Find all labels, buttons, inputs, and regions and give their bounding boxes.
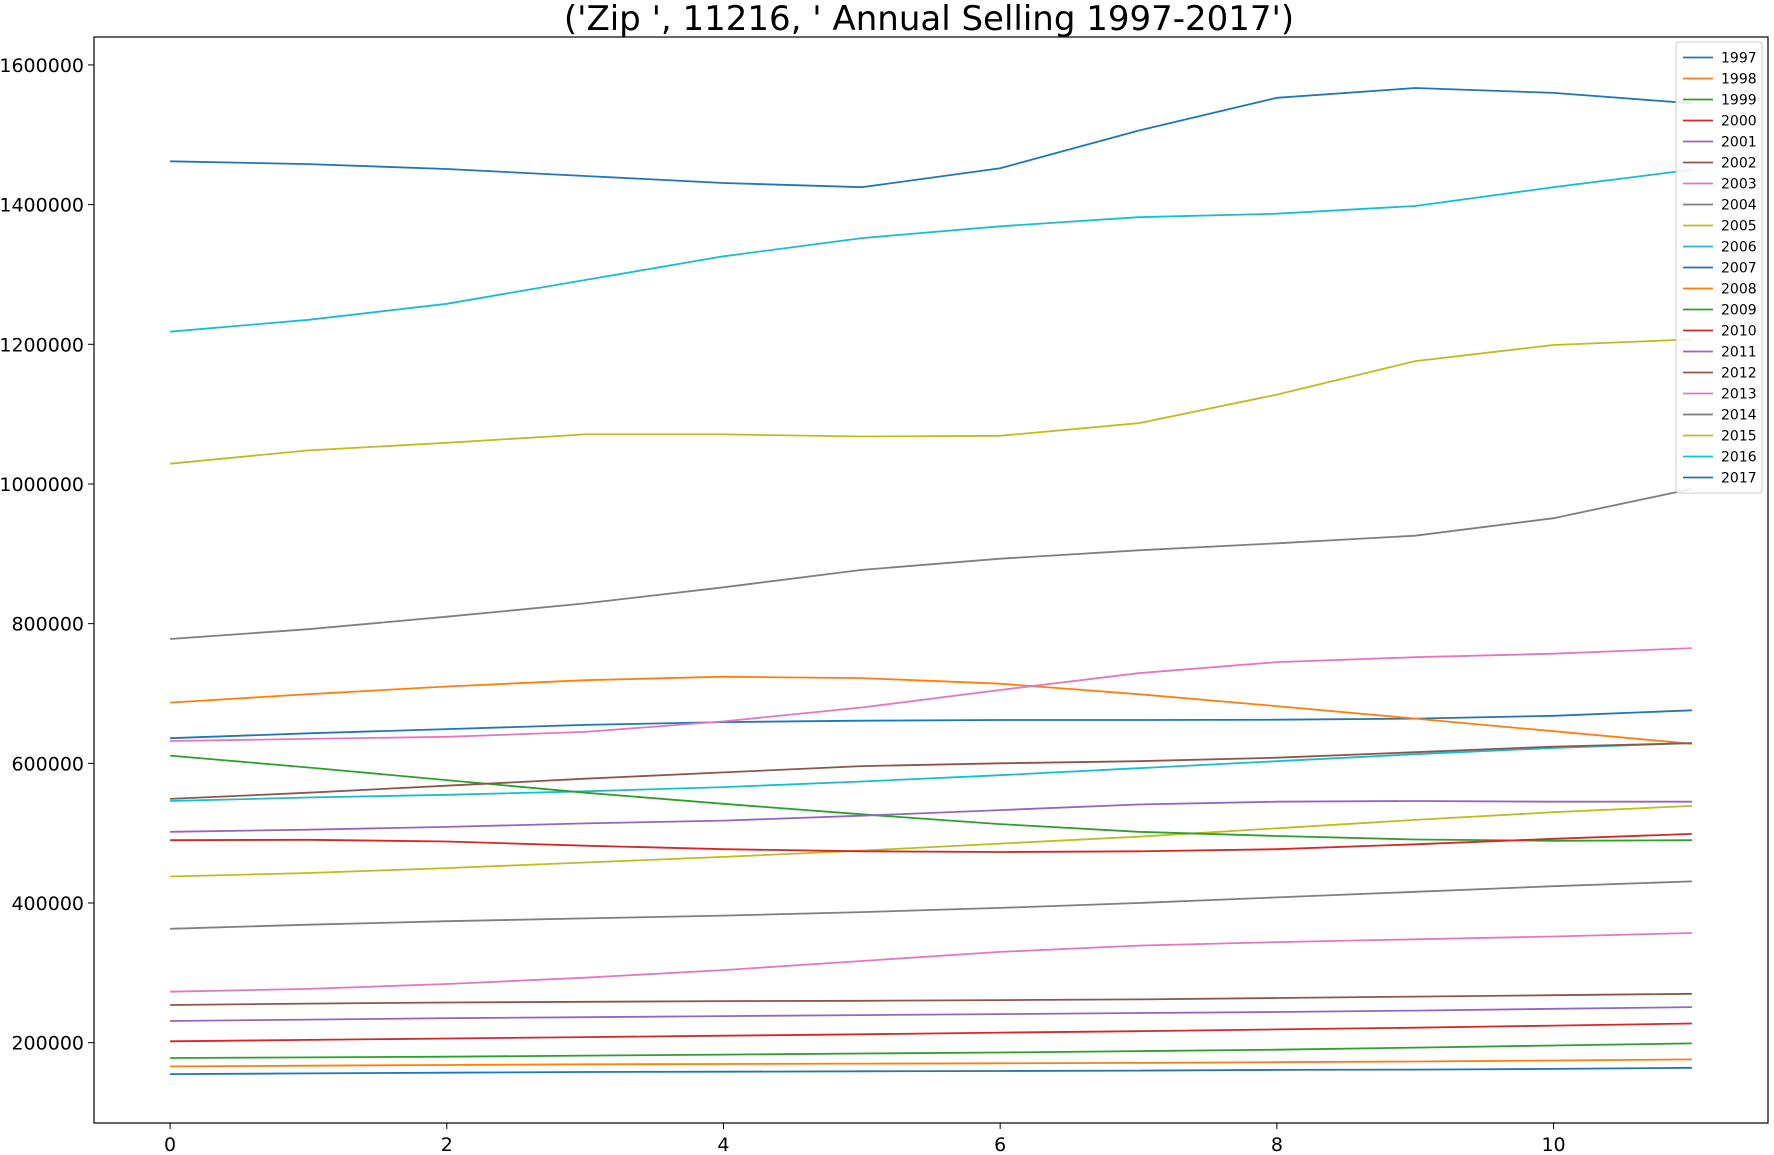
series-line-2003 (170, 932, 1692, 993)
legend-label-2016: 2016 (1721, 450, 1757, 466)
legend-label-2012: 2012 (1721, 366, 1757, 382)
series-line-1999 (170, 1042, 1692, 1059)
chart-title: ('Zip ', 11216, ' Annual Selling 1997-20… (564, 0, 1294, 39)
y-tick-label: 1000000 (0, 474, 84, 496)
legend-label-2004: 2004 (1721, 198, 1757, 214)
x-tick-label: 0 (164, 1134, 176, 1155)
series-line-2009 (170, 754, 1692, 842)
series-line-2010 (170, 833, 1692, 853)
x-axis: 0 2 4 6 8 10 (164, 1123, 1566, 1155)
series-line-2008 (170, 675, 1692, 745)
series-line-2004 (170, 880, 1692, 930)
series-line-1998 (170, 1058, 1692, 1068)
y-tick-label: 800000 (11, 614, 84, 636)
y-tick-label: 200000 (11, 1033, 84, 1055)
series-line-2013 (170, 647, 1692, 742)
legend-label-2007: 2007 (1721, 261, 1757, 277)
x-tick-label: 6 (994, 1134, 1006, 1155)
series-layer (170, 87, 1693, 1075)
series-line-2007 (170, 709, 1692, 740)
legend-label-2013: 2013 (1721, 387, 1757, 403)
legend: 1997 1998 1999 2000 2001 2002 2003 2004 2005 2006… (1675, 41, 1763, 494)
legend-label-2011: 2011 (1721, 345, 1757, 361)
y-tick-label: 600000 (11, 753, 84, 775)
series-line-2017 (170, 87, 1692, 189)
legend-label-2017: 2017 (1721, 471, 1757, 487)
legend-box (1675, 41, 1763, 494)
legend-label-2010: 2010 (1721, 324, 1757, 340)
series-line-2005 (170, 805, 1692, 878)
series-line-2012 (170, 742, 1692, 800)
series-line-2016 (170, 168, 1693, 333)
y-tick-label: 1400000 (0, 195, 84, 217)
legend-label-2000: 2000 (1721, 114, 1757, 130)
legend-label-2001: 2001 (1721, 135, 1757, 151)
x-tick-label: 8 (1271, 1134, 1283, 1155)
series-line-2011 (170, 800, 1692, 833)
legend-label-2006: 2006 (1721, 240, 1757, 256)
x-tick-label: 2 (441, 1134, 453, 1155)
plot-frame (93, 36, 1769, 1124)
y-tick-label: 1200000 (0, 334, 84, 356)
y-axis: 200000 400000 600000 800000 1000000 1200000 14… (0, 55, 94, 1055)
series-line-2015 (170, 338, 1692, 465)
legend-label-1997: 1997 (1721, 51, 1757, 67)
series-line-2001 (170, 1006, 1692, 1022)
series-line-2006 (170, 742, 1692, 802)
legend-label-2002: 2002 (1721, 156, 1757, 172)
legend-label-2015: 2015 (1721, 429, 1757, 445)
x-tick-label: 4 (717, 1134, 729, 1155)
x-tick-label: 10 (1541, 1134, 1565, 1155)
series-line-2014 (170, 488, 1693, 640)
y-tick-label: 1600000 (0, 55, 84, 77)
series-line-2000 (170, 1022, 1692, 1043)
y-tick-label: 400000 (11, 893, 84, 915)
legend-label-2009: 2009 (1721, 303, 1757, 319)
legend-label-2014: 2014 (1721, 408, 1757, 424)
series-line-2002 (170, 992, 1692, 1006)
legend-label-1998: 1998 (1721, 72, 1757, 88)
legend-label-2003: 2003 (1721, 177, 1757, 193)
legend-label-2005: 2005 (1721, 219, 1757, 235)
legend-label-2008: 2008 (1721, 282, 1757, 298)
legend-label-1999: 1999 (1721, 93, 1757, 109)
series-line-1997 (170, 1066, 1692, 1075)
